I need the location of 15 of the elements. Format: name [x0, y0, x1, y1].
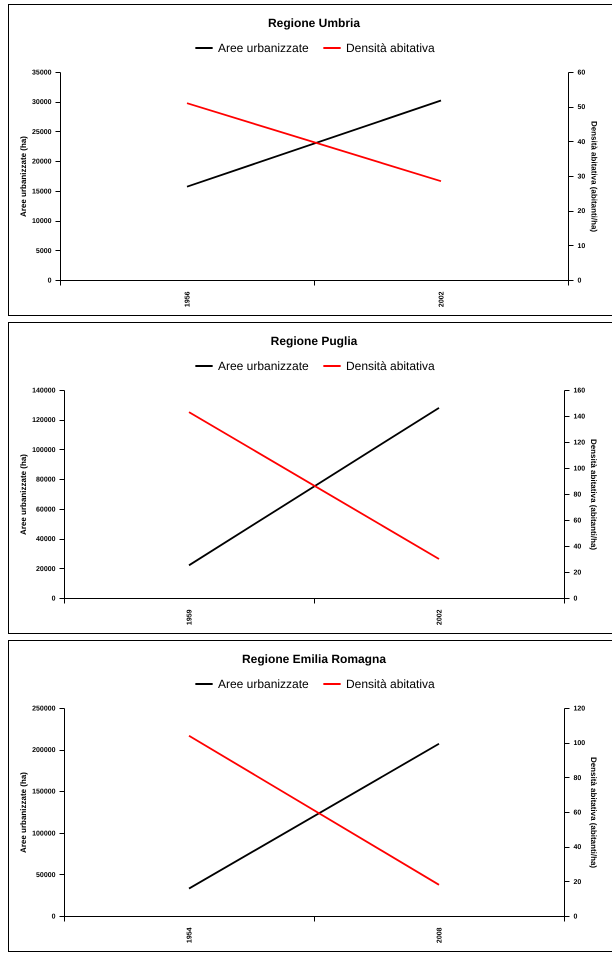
- y2-axis-title: Densità abitativa (abitanti/ha): [589, 438, 598, 550]
- y-axis-title: Aree urbanizzate (ha): [19, 772, 28, 853]
- y2-axis-title: Densità abitativa (abitanti/ha): [589, 756, 598, 868]
- legend-label: Densità abitativa: [346, 41, 436, 55]
- legend-label: Aree urbanizzate: [218, 41, 310, 55]
- legend-label: Densità abitativa: [346, 677, 436, 691]
- y-axis-title: Aree urbanizzate (ha): [19, 454, 28, 535]
- chart-title: Regione Puglia: [270, 334, 358, 348]
- legend-label: Aree urbanizzate: [218, 677, 310, 691]
- chart-title: Regione Emilia Romagna: [242, 652, 386, 666]
- legend-label: Aree urbanizzate: [218, 359, 310, 373]
- legend-label: Densità abitativa: [346, 359, 436, 373]
- y-axis-title: Aree urbanizzate (ha): [19, 136, 28, 217]
- chart-title: Regione Umbria: [268, 16, 360, 30]
- y2-axis-title: Densità abitativa (abitanti/ha): [589, 120, 598, 232]
